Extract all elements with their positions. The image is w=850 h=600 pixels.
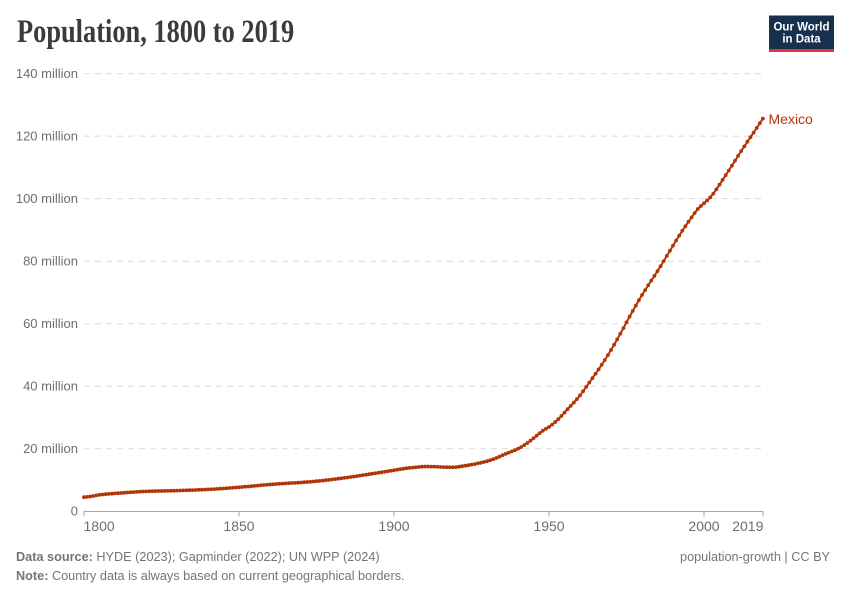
svg-text:1900: 1900 [378,518,409,534]
svg-text:Data source: HYDE (2023); Gapm: Data source: HYDE (2023); Gapminder (202… [16,550,380,564]
svg-text:Mexico: Mexico [769,111,814,127]
svg-text:20 million: 20 million [23,441,78,456]
svg-text:Population, 1800 to 2019: Population, 1800 to 2019 [17,13,294,49]
svg-text:80 million: 80 million [23,254,78,269]
svg-text:0: 0 [71,504,78,519]
svg-text:40 million: 40 million [23,379,78,394]
svg-text:100 million: 100 million [16,191,78,206]
svg-text:140 million: 140 million [16,66,78,81]
svg-text:Our World: Our World [773,21,829,33]
svg-text:Note: Country data is always b: Note: Country data is always based on cu… [16,569,405,583]
svg-text:2000: 2000 [688,518,719,534]
svg-text:in Data: in Data [782,33,821,45]
svg-text:2019: 2019 [732,518,763,534]
svg-text:1850: 1850 [223,518,254,534]
svg-text:60 million: 60 million [23,316,78,331]
svg-text:1800: 1800 [84,518,115,534]
svg-text:120 million: 120 million [16,128,78,143]
svg-text:1950: 1950 [533,518,564,534]
svg-text:population-growth | CC BY: population-growth | CC BY [680,550,831,564]
